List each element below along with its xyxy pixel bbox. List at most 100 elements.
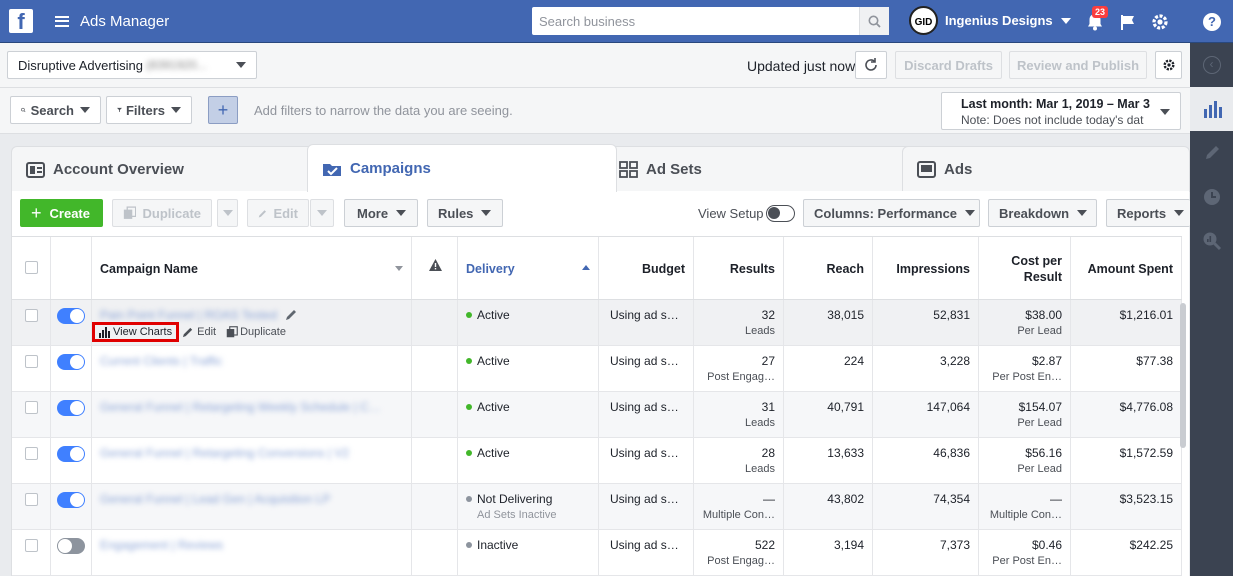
amount-spent-value: $3,523.15 (1119, 492, 1173, 506)
budget-value: Using ad se… (610, 308, 685, 322)
status-dot (466, 358, 472, 364)
edit-button[interactable]: Edit (247, 199, 309, 227)
row-checkbox[interactable] (25, 447, 38, 460)
column-label: Budget (641, 262, 685, 276)
search-icon[interactable] (859, 7, 889, 35)
pencil-rail-icon[interactable] (1190, 131, 1233, 175)
delivery-status: Active (477, 354, 510, 368)
view-charts-label: View Charts (113, 326, 173, 338)
campaigns-table: Campaign Name Delivery Budget Results Re… (12, 236, 1182, 576)
chevron-down-icon (1077, 210, 1088, 216)
charts-rail-icon[interactable] (1190, 87, 1233, 131)
column-label: Cost per Result (1011, 254, 1062, 284)
dashboard-icon (26, 161, 45, 178)
settings-button[interactable] (1155, 51, 1182, 79)
filters-button[interactable]: Filters (106, 96, 192, 124)
chevron-down-icon (223, 210, 233, 216)
breakdown-button[interactable]: Breakdown (988, 199, 1097, 227)
header-campaign-name[interactable]: Campaign Name (92, 237, 412, 299)
campaign-name[interactable]: General Funnel | Lead Gen | Acquisition … (100, 492, 331, 506)
campaign-toggle[interactable] (57, 308, 85, 324)
search-business-input[interactable] (532, 7, 859, 35)
flag-icon[interactable] (1116, 0, 1140, 43)
campaign-toggle[interactable] (57, 400, 85, 416)
tab-campaigns[interactable]: Campaigns (307, 144, 617, 192)
tab-ads[interactable]: Ads (902, 146, 1190, 192)
table-row[interactable]: Pain Point Funnel | ROAS Tested View Cha… (12, 300, 1182, 346)
campaign-name[interactable]: General Funnel | Retargeting Weekly Sche… (100, 400, 381, 414)
table-row[interactable]: General Funnel | Retargeting Conversions… (12, 438, 1182, 484)
collapse-rail-icon[interactable]: ‹ (1190, 43, 1233, 87)
view-charts-link[interactable]: View Charts (92, 322, 180, 342)
refresh-icon (865, 58, 877, 71)
date-range-picker[interactable]: Last month: Mar 1, 2019 – Mar 3 Note: Do… (941, 92, 1181, 130)
campaign-toggle[interactable] (57, 354, 85, 370)
folder-check-icon (322, 161, 342, 177)
header-cost-per-result[interactable]: Cost per Result (979, 237, 1071, 299)
tab-account-overview[interactable]: Account Overview (11, 146, 326, 192)
history-rail-icon[interactable] (1190, 175, 1233, 219)
header-impressions[interactable]: Impressions (873, 237, 979, 299)
duplicate-icon (123, 206, 137, 219)
duplicate-link[interactable]: Duplicate (240, 326, 286, 338)
results-cell: — Multiple Con… (694, 484, 784, 529)
header-results[interactable]: Results (694, 237, 784, 299)
gear-icon[interactable] (1147, 0, 1173, 43)
results-type: Leads (745, 463, 775, 475)
row-checkbox[interactable] (25, 309, 38, 322)
campaign-toggle[interactable] (57, 538, 85, 554)
header-amount-spent[interactable]: Amount Spent (1071, 237, 1182, 299)
campaign-name[interactable]: General Funnel | Retargeting Conversions… (100, 446, 350, 460)
rules-button[interactable]: Rules (427, 199, 503, 227)
table-row[interactable]: General Funnel | Retargeting Weekly Sche… (12, 392, 1182, 438)
cost-per-result-cell: $38.00 Per Lead (979, 300, 1071, 345)
facebook-logo-icon[interactable]: f (9, 9, 33, 33)
row-checkbox[interactable] (25, 493, 38, 506)
reports-button[interactable]: Reports (1106, 199, 1190, 227)
row-checkbox[interactable] (25, 401, 38, 414)
select-all-checkbox[interactable] (25, 261, 38, 274)
cost-per-result-cell: $154.07 Per Lead (979, 392, 1071, 437)
header-reach[interactable]: Reach (784, 237, 873, 299)
ad-account-selector[interactable]: Disruptive Advertising (8391920... (7, 51, 257, 79)
table-row[interactable]: General Funnel | Lead Gen | Acquisition … (12, 484, 1182, 530)
notifications-button[interactable]: 23 (1081, 0, 1109, 43)
vertical-scrollbar[interactable] (1180, 303, 1186, 448)
header-delivery[interactable]: Delivery (458, 237, 599, 299)
search-button[interactable]: Search (10, 96, 101, 124)
help-icon[interactable]: ? (1200, 0, 1224, 43)
add-filter-button[interactable]: + (208, 96, 238, 124)
row-checkbox[interactable] (25, 539, 38, 552)
campaign-toggle[interactable] (57, 492, 85, 508)
columns-button[interactable]: Columns: Performance (803, 199, 980, 227)
edit-link[interactable]: Edit (197, 326, 217, 338)
search-insights-rail-icon[interactable] (1190, 219, 1233, 263)
edit-dropdown[interactable] (310, 199, 334, 227)
duplicate-button[interactable]: Duplicate (112, 199, 212, 227)
review-publish-button[interactable]: Review and Publish (1009, 51, 1147, 79)
campaign-name[interactable]: Pain Point Funnel | ROAS Tested (100, 308, 277, 322)
campaign-name[interactable]: Current Clients | Traffic (100, 354, 223, 368)
row-checkbox[interactable] (25, 355, 38, 368)
duplicate-dropdown[interactable] (217, 199, 238, 227)
impressions-value: 74,354 (933, 492, 970, 506)
menu-icon[interactable] (55, 15, 69, 27)
campaign-toggle[interactable] (57, 446, 85, 462)
view-setup-toggle[interactable] (766, 205, 795, 222)
refresh-button[interactable] (855, 51, 887, 79)
filter-bar: Search Filters + Add filters to narrow t… (0, 88, 1190, 134)
create-button[interactable]: + Create (20, 199, 103, 227)
table-row[interactable]: Current Clients | Traffic Active Using a… (12, 346, 1182, 392)
more-button[interactable]: More (344, 199, 418, 227)
pencil-icon[interactable] (285, 308, 298, 321)
discard-drafts-button[interactable]: Discard Drafts (895, 51, 1002, 79)
tab-ad-sets[interactable]: Ad Sets (604, 146, 914, 192)
reach-cell: 38,015 (784, 300, 873, 345)
campaign-name-cell: Current Clients | Traffic (92, 346, 412, 391)
table-row[interactable]: Engagement | Reviews Inactive Using ad s… (12, 530, 1182, 576)
delivery-cell: Active (458, 438, 599, 483)
header-budget[interactable]: Budget (599, 237, 694, 299)
campaign-name[interactable]: Engagement | Reviews (100, 538, 224, 552)
impressions-value: 46,836 (933, 446, 970, 460)
account-switcher[interactable]: GID Ingenius Designs (909, 6, 1071, 35)
